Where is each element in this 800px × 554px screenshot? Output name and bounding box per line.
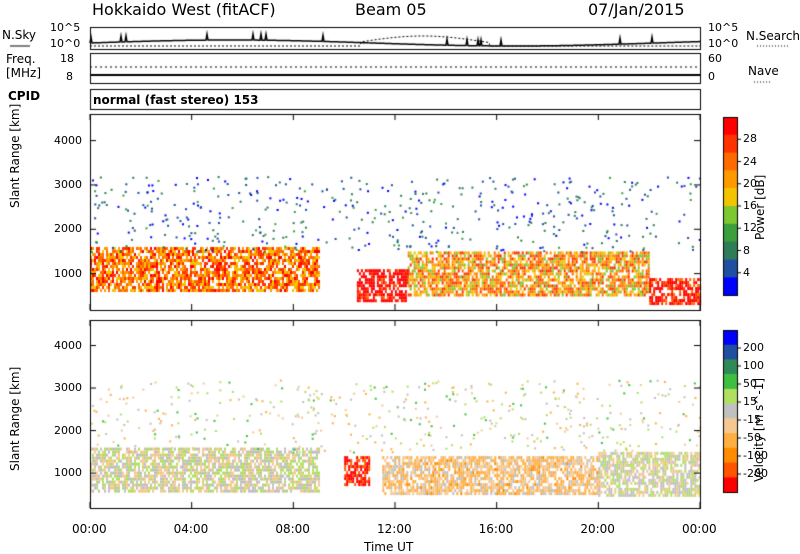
y-tick-label: 4000 [54,338,82,352]
cpid-label: CPID [8,89,41,103]
noise-right-bottom-tick: 10^0 [708,37,739,50]
colorbar-tick-label: -15 [743,413,761,426]
power-ylabel-wrap: Slant Range [km] [8,104,22,208]
velocity-ylabel: Slant Range [km] [8,366,22,471]
y-tick-label: 4000 [54,133,82,147]
colorbar-tick-label: 15 [743,395,757,408]
noise-left-top-tick: 10^5 [50,21,81,34]
y-tick-label: 2000 [54,423,82,437]
cpid-value: normal (fast stereo) 153 [93,93,259,107]
beam-title: Beam 05 [355,0,427,19]
freq-label: Freq. [6,52,36,66]
date-title: 07/Jan/2015 [588,0,685,19]
nave-top-tick: 60 [708,52,722,65]
y-tick-label: 1000 [54,466,82,480]
x-tick-label: 04:00 [173,522,209,536]
nave-bottom-tick: 0 [708,70,715,83]
colorbar-tick-label: 16 [743,199,757,212]
y-tick-label: 2000 [54,222,82,236]
colorbar-tick-label: 100 [743,359,764,372]
x-tick-label: 12:00 [377,522,412,536]
colorbar-tick-label: 8 [743,243,750,257]
freq-top-tick: 18 [60,52,74,65]
station-title: Hokkaido West (fitACF) [92,0,276,19]
nsky-label: N.Sky [2,28,37,42]
freq-bottom-tick: 8 [66,70,73,83]
velocity-ylabel-wrap: Slant Range [km] [8,367,22,471]
x-tick-label: 00:00 [72,522,107,536]
power-ylabel: Slant Range [km] [8,103,22,208]
colorbar-tick-label: 24 [743,154,757,168]
y-tick-label: 3000 [54,381,82,395]
x-tick-label: 00:00 [682,522,717,536]
colorbar-tick-label: -50 [743,431,761,444]
colorbar-tick-label: 200 [743,341,764,354]
freq-unit-label: [MHz] [6,66,42,80]
colorbar-tick-label: -200 [743,467,768,480]
colorbar-tick-label: 4 [743,265,750,279]
colorbar-tick-label: 50 [743,377,757,390]
x-tick-label: 08:00 [275,522,310,536]
x-tick-label: 20:00 [580,522,615,536]
nave-label: Nave [748,64,779,78]
noise-left-bottom-tick: 10^0 [50,37,81,50]
y-tick-label: 3000 [54,177,82,191]
nsearch-label: N.Search [746,29,800,43]
noise-right-top-tick: 10^5 [708,21,739,34]
y-tick-label: 1000 [54,266,82,280]
colorbar-tick-label: 12 [743,221,757,235]
colorbar-tick-label: 20 [743,176,757,190]
colorbar-tick-label: -100 [743,449,768,462]
x-tick-label: 16:00 [478,522,514,536]
colorbar-tick-label: 28 [743,132,757,146]
x-axis-label: Time UT [364,540,414,554]
